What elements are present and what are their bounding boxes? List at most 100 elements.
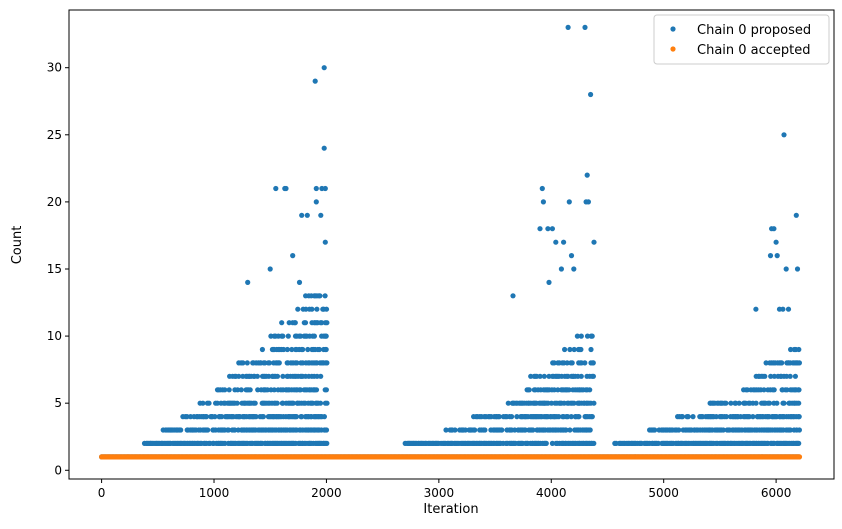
proposed-point: [591, 400, 597, 406]
legend: Chain 0 proposed Chain 0 accepted: [653, 14, 830, 65]
proposed-point: [585, 199, 592, 205]
proposed-point: [753, 400, 759, 406]
proposed-point: [578, 346, 584, 353]
accepted-point: [796, 454, 803, 460]
proposed-point: [545, 226, 551, 232]
proposed-point: [788, 346, 794, 353]
proposed-point: [784, 387, 790, 393]
proposed-point: [773, 239, 779, 245]
proposed-point: [728, 400, 734, 406]
proposed-point: [761, 387, 767, 393]
proposed-point: [254, 373, 260, 379]
proposed-point: [551, 360, 557, 366]
proposed-point: [568, 414, 574, 420]
proposed-point: [571, 266, 577, 272]
proposed-point: [299, 414, 305, 420]
proposed-point: [281, 346, 287, 353]
proposed-point: [323, 387, 329, 393]
proposed-point: [589, 333, 595, 339]
proposed-point: [565, 414, 571, 420]
proposed-point: [679, 414, 686, 420]
proposed-point: [240, 360, 246, 366]
proposed-point: [294, 360, 300, 366]
series-accepted-points: [99, 454, 803, 460]
proposed-point: [452, 427, 458, 433]
legend-label-accepted: Chain 0 accepted: [697, 43, 811, 58]
proposed-point: [771, 387, 777, 393]
y-tick-label: 25: [47, 128, 62, 142]
proposed-point: [510, 293, 516, 299]
proposed-point: [796, 346, 802, 353]
proposed-point: [763, 360, 769, 366]
proposed-point: [762, 373, 768, 379]
proposed-point: [576, 414, 582, 420]
proposed-point: [589, 414, 595, 420]
proposed-point: [578, 333, 584, 339]
proposed-point: [796, 360, 803, 366]
proposed-point: [200, 400, 206, 406]
proposed-point: [283, 185, 289, 192]
proposed-point: [785, 306, 792, 312]
y-tick-label: 0: [54, 463, 62, 477]
proposed-point: [537, 226, 543, 232]
x-tick-label: 3000: [424, 486, 455, 500]
proposed-point: [316, 346, 322, 353]
series-proposed-points: [99, 24, 803, 460]
proposed-point: [292, 320, 298, 326]
proposed-point: [540, 199, 547, 205]
proposed-point: [311, 333, 317, 339]
x-tick-label: 4000: [536, 486, 567, 500]
proposed-point: [571, 400, 577, 406]
proposed-point: [774, 253, 780, 259]
proposed-point: [462, 427, 468, 433]
proposed-point: [274, 373, 281, 379]
proposed-point: [318, 373, 324, 379]
proposed-point: [304, 212, 310, 218]
proposed-point: [305, 346, 311, 353]
proposed-point: [267, 266, 273, 272]
proposed-point: [567, 346, 573, 353]
proposed-point: [324, 440, 330, 446]
proposed-point: [796, 427, 803, 433]
proposed-point: [723, 414, 730, 420]
proposed-point: [289, 346, 295, 353]
proposed-point: [505, 400, 511, 406]
proposed-point: [766, 400, 773, 406]
proposed-point: [235, 387, 241, 393]
proposed-point: [234, 400, 240, 406]
proposed-point: [313, 387, 320, 393]
proposed-point: [296, 279, 303, 285]
proposed-point: [796, 414, 802, 420]
proposed-point: [225, 427, 232, 433]
proposed-point: [324, 360, 330, 366]
proposed-point: [568, 253, 575, 259]
proposed-point: [781, 132, 787, 138]
proposed-point: [297, 387, 304, 393]
proposed-point: [472, 427, 478, 433]
proposed-point: [314, 373, 320, 379]
proposed-point: [253, 414, 259, 420]
proposed-point: [206, 400, 212, 406]
proposed-point: [781, 400, 787, 406]
proposed-point: [723, 400, 729, 406]
proposed-point: [591, 239, 597, 245]
proposed-point: [591, 440, 597, 446]
proposed-point: [562, 346, 568, 353]
proposed-point: [578, 373, 584, 379]
proposed-point: [690, 414, 696, 420]
x-tick-label: 6000: [761, 486, 792, 500]
proposed-point: [787, 373, 793, 379]
proposed-point: [285, 333, 291, 339]
proposed-point: [222, 387, 228, 393]
proposed-point: [273, 185, 279, 192]
x-tick-label: 2000: [311, 486, 342, 500]
proposed-point: [323, 306, 330, 312]
proposed-point: [582, 24, 588, 30]
y-axis-label: Count: [10, 226, 25, 265]
proposed-point: [537, 373, 543, 379]
proposed-point: [784, 373, 790, 379]
proposed-point: [321, 414, 327, 420]
legend-box: [653, 14, 830, 65]
proposed-point: [214, 400, 220, 406]
proposed-point: [322, 185, 328, 192]
